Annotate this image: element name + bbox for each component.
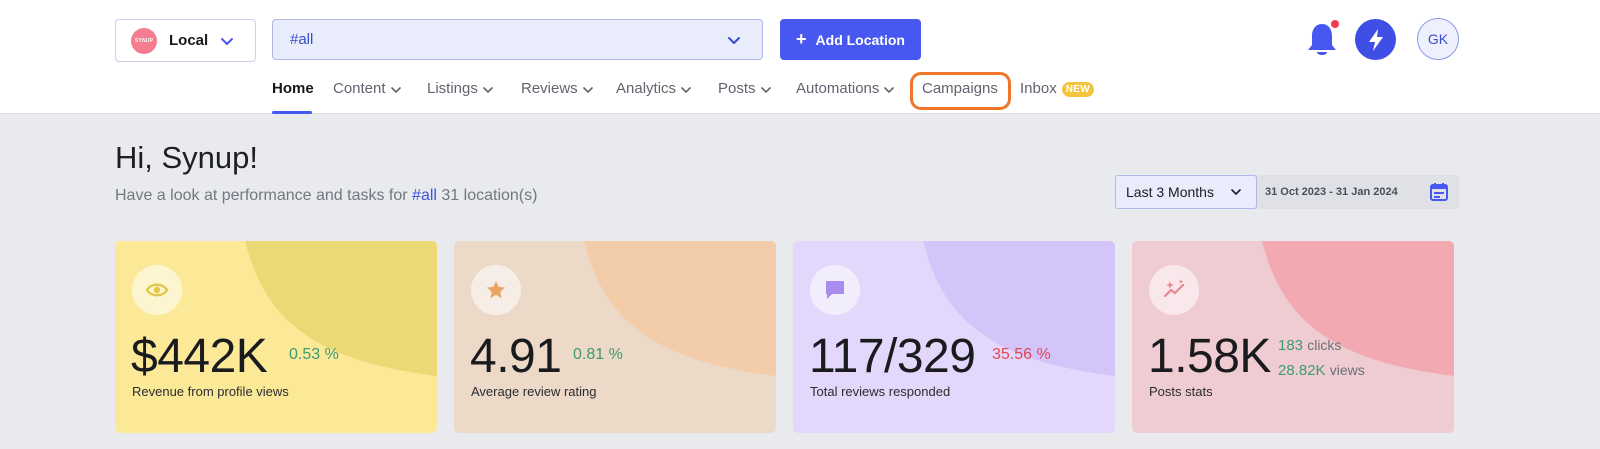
- posts-clicks-row: 183 clicks: [1278, 333, 1365, 358]
- nav-campaigns[interactable]: Campaigns: [922, 80, 998, 114]
- subtitle-suffix: 31 location(s): [441, 187, 538, 204]
- nav-reviews[interactable]: Reviews: [521, 80, 593, 114]
- nav-reviews-label: Reviews: [521, 80, 578, 97]
- quick-actions-button[interactable]: [1355, 19, 1396, 60]
- rating-label: Average review rating: [471, 384, 597, 399]
- date-range-display[interactable]: 31 Oct 2023 - 31 Jan 2024: [1257, 175, 1459, 209]
- nav-automations-label: Automations: [796, 80, 880, 97]
- card-icon-circle: [132, 265, 182, 315]
- posts-breakdown: 183 clicks 28.82K views: [1278, 333, 1365, 383]
- rating-value: 4.91: [470, 330, 562, 383]
- card-background-shape: [245, 241, 437, 376]
- revenue-value: $442K: [131, 330, 268, 383]
- add-location-button[interactable]: + Add Location: [780, 19, 921, 60]
- nav-posts-label: Posts: [718, 80, 756, 97]
- nav-listings-label: Listings: [427, 80, 478, 97]
- posts-views-value: 28.82K: [1278, 362, 1326, 379]
- new-badge: NEW: [1061, 82, 1094, 97]
- nav-home[interactable]: Home: [272, 80, 314, 114]
- chevron-down-icon: [221, 38, 233, 45]
- posts-label: Posts stats: [1149, 384, 1213, 399]
- subtitle-prefix: Have a look at performance and tasks for: [115, 187, 408, 204]
- plus-icon: +: [796, 28, 807, 49]
- calendar-icon[interactable]: [1429, 182, 1449, 202]
- location-type-label: Local: [169, 32, 209, 49]
- card-icon-circle: [1149, 265, 1199, 315]
- card-background-shape: [923, 241, 1115, 376]
- nav-inbox[interactable]: Inbox NEW: [1020, 80, 1094, 114]
- nav-analytics[interactable]: Analytics: [616, 80, 691, 114]
- active-tab-indicator: [272, 111, 312, 114]
- notifications-button[interactable]: [1303, 20, 1341, 60]
- chevron-down-icon: [681, 87, 691, 94]
- sparkle-trend-icon: [1163, 279, 1185, 298]
- chevron-down-icon: [483, 87, 493, 94]
- nav-content[interactable]: Content: [333, 80, 401, 114]
- notification-dot: [1331, 20, 1339, 28]
- date-range-text: 31 Oct 2023 - 31 Jan 2024: [1265, 186, 1398, 198]
- nav-automations[interactable]: Automations: [796, 80, 895, 114]
- rating-change: 0.81 %: [573, 346, 623, 363]
- card-background-shape: [1262, 241, 1454, 376]
- lightning-icon: [1368, 28, 1383, 51]
- revenue-card[interactable]: $442K 0.53 % Revenue from profile views: [115, 241, 437, 433]
- posts-card[interactable]: 1.58K 183 clicks 28.82K views Posts stat…: [1132, 241, 1454, 433]
- nav-content-label: Content: [333, 80, 386, 97]
- posts-clicks-value: 183: [1278, 337, 1304, 354]
- revenue-change: 0.53 %: [289, 346, 339, 363]
- nav-posts[interactable]: Posts: [718, 80, 771, 114]
- responses-label: Total reviews responded: [810, 384, 951, 399]
- top-header: SYNUP Local #all + Add Location GK Home …: [0, 0, 1600, 114]
- campaigns-highlight-ring: [910, 72, 1011, 110]
- add-location-label: Add Location: [815, 31, 905, 48]
- location-type-select[interactable]: SYNUP Local: [115, 19, 256, 62]
- synup-logo: SYNUP: [131, 27, 157, 54]
- chevron-down-icon: [728, 37, 740, 44]
- chevron-down-icon: [760, 87, 771, 94]
- posts-clicks-unit: clicks: [1307, 337, 1342, 353]
- responses-change: 35.56 %: [992, 346, 1051, 363]
- user-avatar[interactable]: GK: [1417, 18, 1459, 60]
- page-subtitle: Have a look at performance and tasks for…: [115, 187, 537, 205]
- date-range-select-value: Last 3 Months: [1126, 184, 1214, 200]
- location-group-select[interactable]: #all: [272, 19, 763, 60]
- card-icon-circle: [810, 265, 860, 315]
- star-icon: [486, 280, 506, 299]
- posts-views-unit: views: [1329, 362, 1365, 378]
- chevron-down-icon: [582, 87, 593, 94]
- eye-icon: [145, 283, 169, 297]
- page-title: Hi, Synup!: [115, 140, 259, 175]
- card-icon-circle: [471, 265, 521, 315]
- bell-icon: [1308, 24, 1336, 55]
- posts-views-row: 28.82K views: [1278, 358, 1365, 383]
- nav-home-label: Home: [272, 80, 314, 97]
- date-range-select[interactable]: Last 3 Months: [1115, 175, 1257, 209]
- chevron-down-icon: [884, 87, 895, 94]
- chat-icon: [826, 281, 844, 299]
- subtitle-group-link[interactable]: #all: [412, 187, 437, 204]
- revenue-label: Revenue from profile views: [132, 384, 289, 399]
- posts-value: 1.58K: [1148, 330, 1271, 383]
- chevron-down-icon: [390, 87, 401, 94]
- responses-value: 117/329: [809, 330, 976, 383]
- nav-analytics-label: Analytics: [616, 80, 677, 97]
- card-background-shape: [584, 241, 776, 376]
- rating-card[interactable]: 4.91 0.81 % Average review rating: [454, 241, 776, 433]
- responses-card[interactable]: 117/329 35.56 % Total reviews responded: [793, 241, 1115, 433]
- nav-campaigns-label: Campaigns: [922, 80, 998, 97]
- nav-inbox-label: Inbox: [1020, 80, 1057, 97]
- nav-listings[interactable]: Listings: [427, 80, 493, 114]
- chevron-down-icon: [1231, 189, 1241, 196]
- location-group-value: #all: [290, 31, 314, 48]
